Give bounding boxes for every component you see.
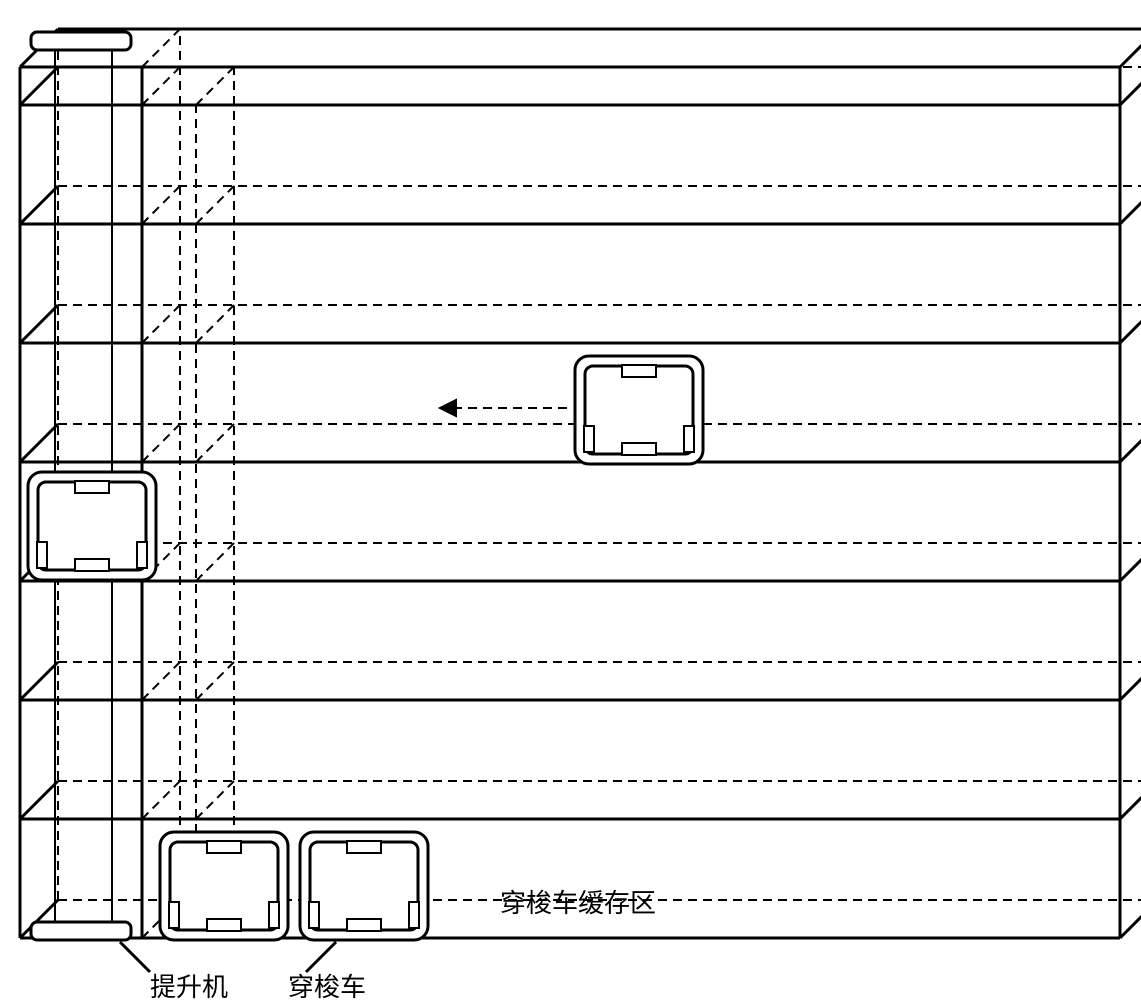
depth-edge-top (1120, 29, 1141, 67)
depth-edge (1120, 781, 1141, 819)
depth-edge (20, 424, 58, 462)
depth-edge (20, 781, 58, 819)
depth-edge (142, 662, 180, 700)
hoist-platform (31, 922, 131, 940)
depth-edge (196, 67, 234, 105)
depth-edge (1120, 424, 1141, 462)
depth-edge (20, 186, 58, 224)
depth-edge (142, 781, 180, 819)
depth-edge (1120, 186, 1141, 224)
depth-edge (20, 67, 58, 105)
depth-edge (1120, 67, 1141, 105)
depth-edge (196, 424, 234, 462)
callout-leader (120, 942, 150, 972)
depth-edge (142, 305, 180, 343)
label-buffer-zone: 穿梭车缓存区 (500, 888, 656, 918)
depth-edge (1120, 305, 1141, 343)
depth-edge (196, 781, 234, 819)
depth-edge (196, 662, 234, 700)
depth-edge (196, 186, 234, 224)
label-elevator: 提升机 (150, 972, 228, 1002)
depth-edge (196, 543, 234, 581)
depth-edge (142, 186, 180, 224)
depth-edge (20, 305, 58, 343)
depth-edge (142, 424, 180, 462)
depth-edge (1120, 662, 1141, 700)
depth-edge (1120, 900, 1141, 938)
depth-edge-top (142, 29, 180, 67)
label-shuttle: 穿梭车 (288, 972, 366, 1002)
hoist-platform (31, 32, 131, 50)
depth-edge (20, 662, 58, 700)
depth-edge (1120, 543, 1141, 581)
shuttle-car (575, 356, 703, 464)
motion-arrow-head (440, 400, 456, 416)
depth-edge (142, 67, 180, 105)
depth-edge (196, 305, 234, 343)
shuttle-car (160, 832, 288, 940)
shuttle-car (300, 832, 428, 940)
callout-leader (306, 942, 336, 972)
shuttle-car (28, 472, 156, 580)
